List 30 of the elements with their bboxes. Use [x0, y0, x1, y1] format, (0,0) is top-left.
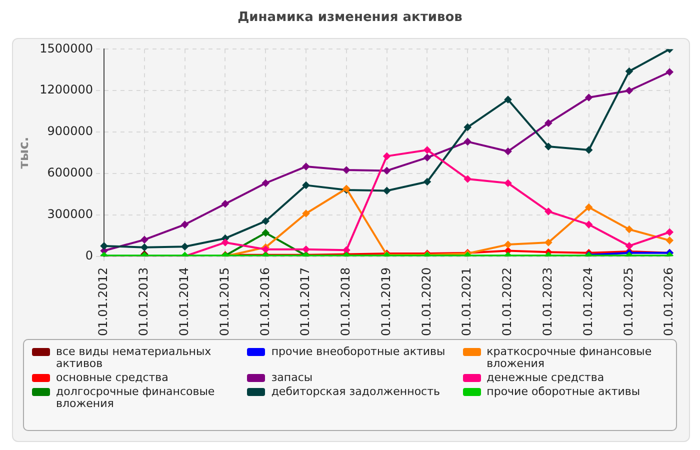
x-tick-label: 01.01.2018 — [338, 267, 353, 336]
chart-title: Динамика изменения активов — [236, 9, 464, 27]
x-tick-label: 01.01.2022 — [500, 267, 514, 336]
y-tick-label: 1200000 — [40, 82, 94, 97]
x-tick-label: 01.01.2017 — [298, 267, 312, 336]
y-axis-title: тыс. — [17, 136, 32, 169]
y-tick-label: 600000 — [47, 166, 94, 180]
y-tick-label: 0 — [85, 248, 94, 262]
legend-label: основные средства — [56, 371, 168, 384]
y-tick-label: 900000 — [47, 124, 94, 138]
legend-label: запасы — [271, 371, 313, 384]
x-tick-label: 01.01.2016 — [258, 267, 272, 336]
x-tick-label: 01.01.2021 — [460, 267, 474, 336]
legend-label: прочие внеоборотные активы — [271, 345, 446, 358]
legend-label: долгосрочные финансовые вложения — [56, 385, 216, 410]
legend-label: дебиторская задолженность — [271, 385, 440, 398]
y-tick-label: 1500000 — [40, 41, 94, 56]
x-tick-label: 01.01.2020 — [419, 267, 434, 336]
x-tick-label: 01.01.2024 — [580, 267, 595, 336]
x-tick-label: 01.01.2015 — [217, 267, 232, 336]
x-tick-label: 01.01.2012 — [96, 267, 110, 336]
x-tick-label: 01.01.2025 — [621, 267, 636, 336]
y-tick-label: 300000 — [47, 207, 94, 221]
x-tick-label: 01.01.2019 — [378, 267, 393, 336]
x-tick-label: 01.01.2026 — [662, 267, 676, 336]
x-tick-label: 01.01.2013 — [136, 267, 151, 336]
x-tick-label: 01.01.2014 — [176, 267, 191, 336]
x-tick-label: 01.01.2023 — [540, 267, 555, 336]
legend-label: прочие оборотные активы — [486, 385, 640, 398]
legend-label: денежные средства — [486, 371, 604, 384]
